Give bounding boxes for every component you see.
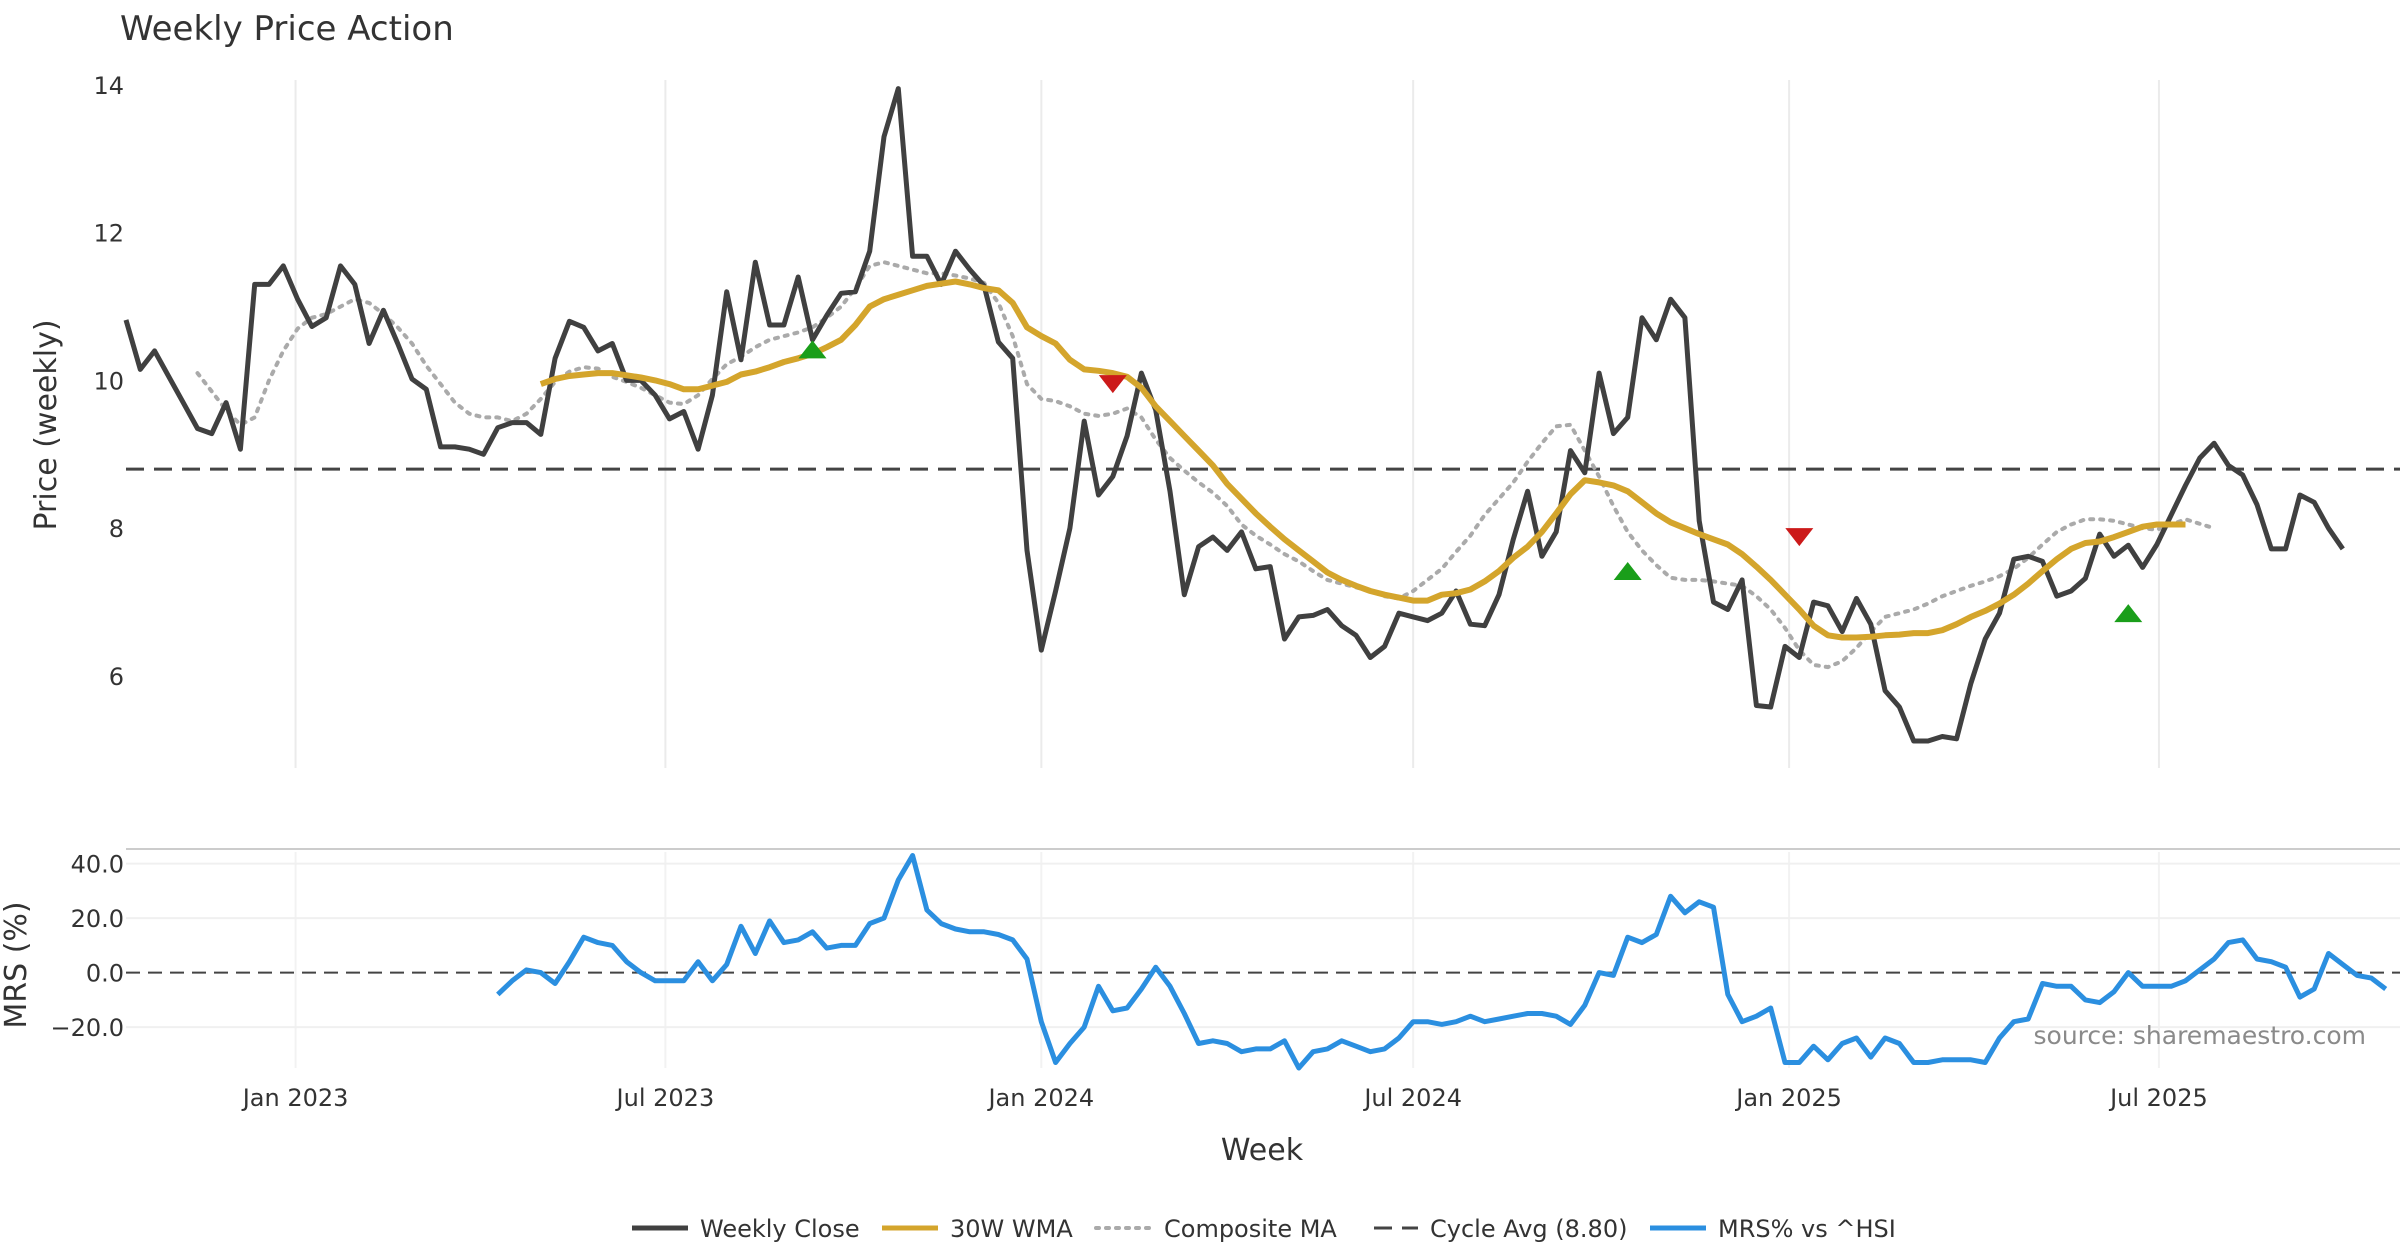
buy-signal-marker <box>1613 562 1642 581</box>
legend-item-composite-ma[interactable]: Composite MA <box>1094 1215 1337 1243</box>
composite-ma-line <box>195 260 2217 670</box>
sell-signal-marker <box>1098 375 1127 394</box>
x-tick-label: Jul 2024 <box>1362 1084 1462 1112</box>
price-panel: 6 8 10 12 14 Price (weekly) <box>29 72 2400 768</box>
source-note: source: sharemaestro.com <box>2034 1021 2367 1050</box>
x-tick-label: Jul 2025 <box>2108 1084 2208 1112</box>
buy-signal-marker <box>798 340 827 359</box>
chart-title: Weekly Price Action <box>120 9 454 49</box>
legend-item-mrs[interactable]: MRS% vs ^HSI <box>1650 1215 1896 1243</box>
mrs-line <box>496 853 2388 1071</box>
price-y-tick-label: 8 <box>109 515 124 543</box>
mrs-grid <box>126 852 2400 1068</box>
price-y-tick-label: 6 <box>109 663 124 691</box>
signal-markers <box>798 340 2143 623</box>
x-tick-label: Jan 2024 <box>986 1084 1094 1112</box>
legend-label-30w-wma: 30W WMA <box>950 1215 1073 1243</box>
legend-label-weekly-close: Weekly Close <box>700 1215 860 1243</box>
mrs-y-axis-title: MRS (%) <box>0 901 34 1028</box>
legend-label-cycle-avg: Cycle Avg (8.80) <box>1430 1215 1627 1243</box>
price-y-ticks: 6 8 10 12 14 <box>93 72 124 691</box>
mrs-y-tick-label: 20.0 <box>71 905 124 933</box>
x-axis-ticks: Jan 2023 Jul 2023 Jan 2024 Jul 2024 Jan 2025… <box>241 1084 2208 1112</box>
x-axis-title: Week <box>1221 1133 1304 1168</box>
price-y-tick-label: 14 <box>93 72 124 100</box>
sell-signal-marker <box>1785 528 1814 547</box>
legend-item-30w-wma[interactable]: 30W WMA <box>882 1215 1073 1243</box>
legend-item-cycle-avg[interactable]: Cycle Avg (8.80) <box>1374 1215 1627 1243</box>
legend: Weekly Close 30W WMA Composite MA Cycle … <box>632 1215 1896 1243</box>
x-tick-label: Jan 2025 <box>1734 1084 1842 1112</box>
mrs-y-tick-label: 40.0 <box>71 851 124 879</box>
legend-label-mrs: MRS% vs ^HSI <box>1718 1215 1896 1243</box>
legend-item-weekly-close[interactable]: Weekly Close <box>632 1215 860 1243</box>
mrs-panel: −20.0 0.0 20.0 40.0 MRS (%) source: sharema… <box>0 848 2400 1071</box>
weekly-close-line <box>123 86 2345 744</box>
buy-signal-marker <box>2114 604 2143 623</box>
price-y-tick-label: 10 <box>93 367 124 395</box>
mrs-y-tick-label: −20.0 <box>50 1014 124 1042</box>
mrs-y-ticks: −20.0 0.0 20.0 40.0 <box>50 851 124 1043</box>
x-tick-label: Jan 2023 <box>241 1084 349 1112</box>
price-y-tick-label: 12 <box>93 220 124 248</box>
price-grid <box>294 80 2160 768</box>
price-y-axis-title: Price (weekly) <box>29 319 64 530</box>
mrs-y-tick-label: 0.0 <box>86 960 124 988</box>
legend-label-composite-ma: Composite MA <box>1164 1215 1337 1243</box>
x-tick-label: Jul 2023 <box>615 1084 715 1112</box>
